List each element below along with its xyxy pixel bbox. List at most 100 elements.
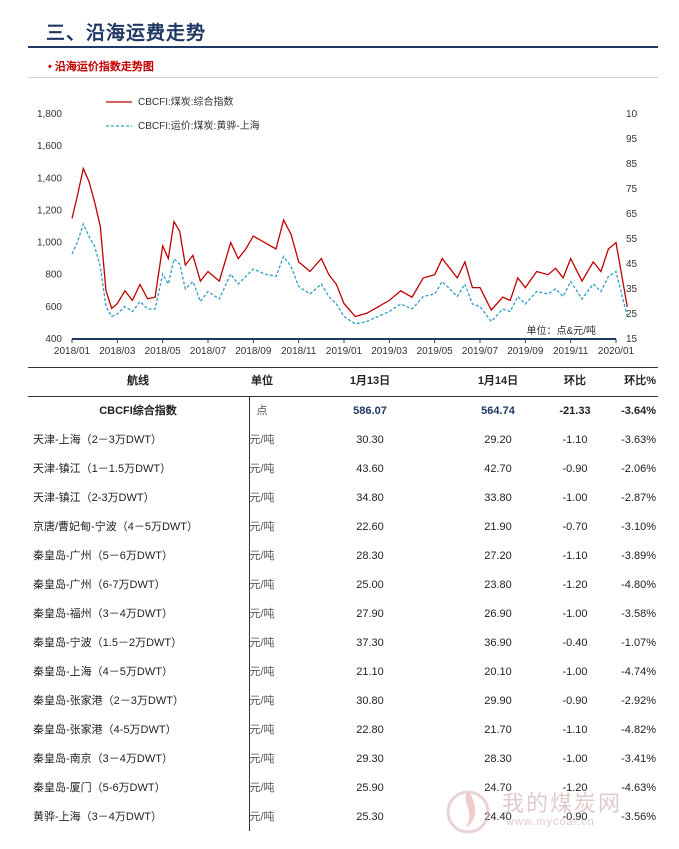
unit-cell: 元/吨 [249, 492, 275, 504]
unit-cell: 元/吨 [249, 579, 275, 591]
freight-index-chart: 400 600 800 1,000 1,200 1,400 1,600 1,800 15 25 35… [37, 95, 638, 357]
change-value: -0.90 [562, 811, 588, 823]
y-right-tick-label: 45 [626, 259, 638, 270]
header-date1: 1月13日 [349, 375, 391, 387]
watermark: 我的煤炭网 www.mycoal.cn [440, 780, 670, 840]
change-value: -21.33 [559, 405, 591, 417]
unit-cell: 元/吨 [249, 521, 275, 533]
table-row: 黄骅-上海（3－4万DWT） 元/吨 25.30 24.40 -0.90 -3.56% [28, 803, 658, 832]
table-header-border [28, 396, 658, 397]
section-title: 三、沿海运费走势 [46, 23, 207, 44]
y-right-tick-label: 25 [626, 309, 638, 320]
y-left-tick-label: 800 [45, 270, 62, 281]
flame-logo-icon [446, 790, 490, 834]
route-cell: 秦皇岛-广州（5－6万DWT） [33, 550, 173, 562]
route-cell: 黄骅-上海（3－4万DWT） [33, 811, 162, 823]
change-pct-value: -3.56% [621, 811, 656, 823]
date2-value: 24.40 [484, 811, 512, 823]
unit-cell: 元/吨 [249, 463, 275, 475]
header-change: 环比 [564, 375, 586, 387]
date1-value: 30.80 [356, 695, 384, 707]
table-row: 京唐/曹妃甸-宁波（4－5万DWT） 元/吨 22.60 21.90 -0.70 -3.1… [28, 513, 658, 542]
change-pct-value: -3.63% [621, 434, 656, 446]
figure-title: • 沿海运价指数走势图 [48, 61, 154, 73]
route-cell: CBCFI综合指数 [99, 405, 177, 417]
index-row: CBCFI综合指数 点 586.07 564.74 -21.33 -3.64% [28, 397, 658, 426]
date1-value: 30.30 [356, 434, 384, 446]
change-value: -0.90 [562, 463, 588, 475]
date2-value: 21.70 [484, 724, 512, 736]
change-value: -1.10 [562, 550, 588, 562]
date2-value: 42.70 [484, 463, 512, 475]
y-left-tick-label: 1,000 [37, 238, 62, 249]
x-tick-label: 2019/01 [326, 346, 363, 357]
y-left-tick-label: 1,200 [37, 205, 62, 216]
x-tick-label: 2018/01 [54, 346, 91, 357]
table-row: 秦皇岛-张家港（2－3万DWT） 元/吨 30.80 29.90 -0.90 -2.92% [28, 687, 658, 716]
section-header: 三、沿海运费走势 [28, 0, 658, 50]
date2-value: 29.20 [484, 434, 512, 446]
series-line-0 [71, 166, 628, 318]
date1-value: 25.00 [356, 579, 384, 591]
route-cell: 天津-上海（2－3万DWT） [33, 434, 162, 446]
change-pct-value: -2.06% [621, 463, 656, 475]
table-row: 秦皇岛-南京（3－4万DWT） 元/吨 29.30 28.30 -1.00 -3.41% [28, 745, 658, 774]
figure-divider [28, 77, 658, 78]
change-value: -1.10 [562, 724, 588, 736]
y-right-tick-label: 15 [626, 334, 638, 345]
route-cell: 秦皇岛-南京（3－4万DWT） [33, 753, 173, 765]
y-left-tick-label: 1,800 [37, 109, 62, 120]
date2-value: 36.90 [484, 637, 512, 649]
x-tick-label: 2018/07 [190, 346, 227, 357]
change-value: -1.20 [562, 579, 588, 591]
date1-value: 34.80 [356, 492, 384, 504]
change-pct-value: -4.82% [621, 724, 656, 736]
date1-value: 37.30 [356, 637, 384, 649]
table-row: 秦皇岛-厦门（5-6万DWT） 元/吨 25.90 24.70 -1.20 -4.63% [28, 774, 658, 803]
change-pct-value: -3.64% [621, 405, 656, 417]
table-row: 天津-上海（2－3万DWT） 元/吨 30.30 29.20 -1.10 -3.63% [28, 426, 658, 455]
change-value: -1.00 [562, 492, 588, 504]
x-tick-label: 2018/11 [281, 346, 317, 357]
header-unit: 单位 [251, 375, 273, 387]
x-tick-label: 2020/01 [598, 346, 635, 357]
date1-value: 25.30 [356, 811, 384, 823]
x-tick-label: 2018/03 [99, 346, 136, 357]
route-cell: 京唐/曹妃甸-宁波（4－5万DWT） [33, 521, 198, 533]
table-row: 秦皇岛-广州（5－6万DWT） 元/吨 28.30 27.20 -1.10 -3.89% [28, 542, 658, 571]
legend-label-1: CBCFI:运价:煤炭:黄骅-上海 [138, 119, 260, 132]
x-tick-label: 2019/09 [507, 346, 544, 357]
y-right-tick-label: 95 [626, 134, 638, 145]
change-pct-value: -4.63% [621, 782, 656, 794]
route-cell: 秦皇岛-福州（3－4万DWT） [33, 608, 173, 620]
y-right-tick-label: 75 [626, 184, 638, 195]
date2-value: 28.30 [484, 753, 512, 765]
change-pct-value: -3.10% [621, 521, 656, 533]
change-value: -0.70 [562, 521, 588, 533]
date2-value: 23.80 [484, 579, 512, 591]
x-tick-label: 2019/03 [371, 346, 408, 357]
y-left-tick-label: 1,600 [37, 141, 62, 152]
header-date2: 1月14日 [477, 375, 519, 387]
change-value: -1.00 [562, 666, 588, 678]
table-top-border [28, 367, 658, 368]
change-value: -0.90 [562, 695, 588, 707]
unit-cell: 元/吨 [249, 550, 275, 562]
unit-cell: 元/吨 [249, 724, 275, 736]
y-left-tick-label: 1,400 [37, 173, 62, 184]
chart-unit-note: 单位：点&元/吨 [527, 324, 596, 337]
y-right-tick-label: 65 [626, 209, 638, 220]
x-tick-label: 2018/09 [235, 346, 272, 357]
change-value: -0.40 [562, 637, 588, 649]
change-value: -1.20 [562, 782, 588, 794]
change-pct-value: -2.92% [621, 695, 656, 707]
change-pct-value: -1.07% [621, 637, 656, 649]
y-right-tick-label: 55 [626, 234, 638, 245]
unit-cell: 元/吨 [249, 608, 275, 620]
date2-value: 26.90 [484, 608, 512, 620]
header-divider [28, 46, 658, 48]
table-column-divider [249, 397, 250, 831]
date2-value: 21.90 [484, 521, 512, 533]
date1-value: 22.80 [356, 724, 384, 736]
date1-value: 586.07 [353, 405, 387, 417]
